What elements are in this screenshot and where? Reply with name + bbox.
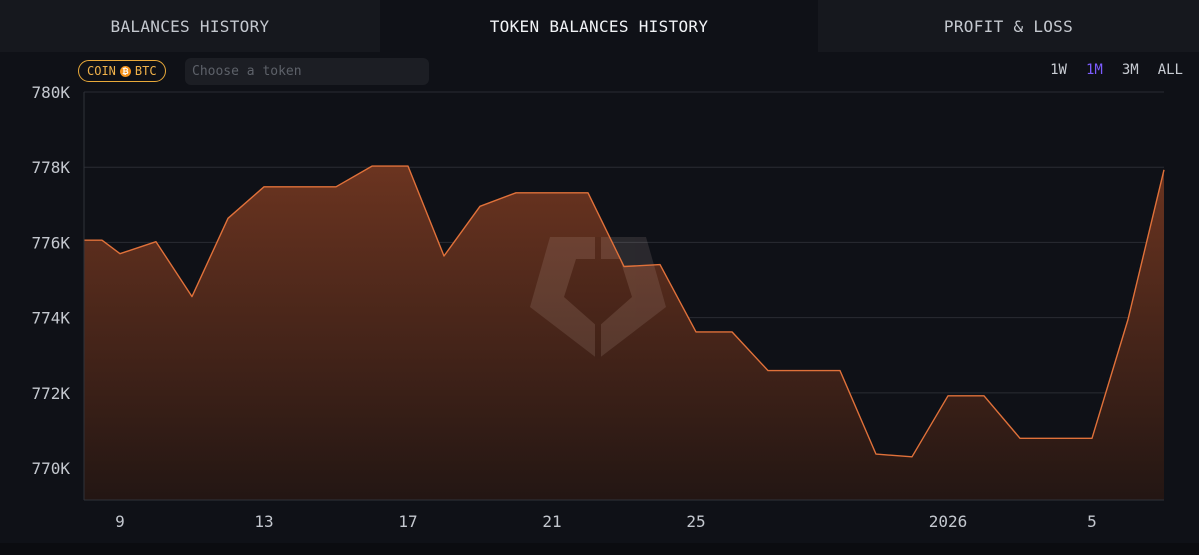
axes: 770K 772K 774K 776K 778K 780K 9 13 17 21 25 2026 5 xyxy=(31,83,1164,531)
area-series xyxy=(84,166,1164,500)
y-tick-label: 776K xyxy=(31,233,70,252)
coin-filter-badge[interactable]: COIN ₿ BTC xyxy=(78,60,166,82)
y-tick-label: 772K xyxy=(31,384,70,403)
x-tick-label: 25 xyxy=(686,512,705,531)
tab-token-balances-history[interactable]: TOKEN BALANCES HISTORY xyxy=(380,0,818,52)
coin-token: BTC xyxy=(134,64,157,78)
watermark-logo-icon xyxy=(530,237,666,359)
tab-bar: BALANCES HISTORY TOKEN BALANCES HISTORY … xyxy=(0,0,1199,52)
range-all-button[interactable]: ALL xyxy=(1157,62,1183,78)
range-1m-button[interactable]: 1M xyxy=(1085,62,1103,78)
y-tick-label: 770K xyxy=(31,459,70,478)
tab-balances-history[interactable]: BALANCES HISTORY xyxy=(0,0,380,52)
y-tick-label: 774K xyxy=(31,309,70,328)
coin-label: COIN xyxy=(87,64,116,78)
x-tick-label: 13 xyxy=(254,512,273,531)
balance-line xyxy=(84,165,1165,458)
tab-profit-loss[interactable]: PROFIT & LOSS xyxy=(818,0,1199,52)
y-tick-label: 780K xyxy=(31,83,70,102)
x-tick-label: 5 xyxy=(1087,512,1097,531)
range-1w-button[interactable]: 1W xyxy=(1050,62,1067,78)
x-tick-label: 2026 xyxy=(929,512,968,531)
x-tick-label: 17 xyxy=(398,512,417,531)
x-tick-label: 9 xyxy=(115,512,125,531)
range-3m-button[interactable]: 3M xyxy=(1121,62,1139,78)
y-tick-label: 778K xyxy=(31,158,70,177)
token-search-input[interactable] xyxy=(185,58,429,85)
series-line xyxy=(83,165,1165,458)
bitcoin-icon: ₿ xyxy=(119,65,131,77)
area-fill xyxy=(84,166,1164,500)
time-range-selector: 1W 1M 3M ALL xyxy=(1050,62,1183,78)
x-tick-label: 21 xyxy=(542,512,561,531)
